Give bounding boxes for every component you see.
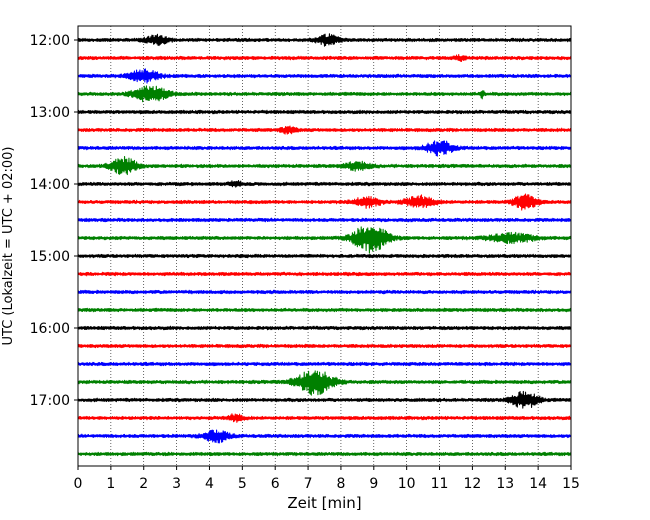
trace-1230: [77, 68, 572, 84]
trace-1445: [77, 226, 572, 254]
plot-frame: [77, 25, 572, 467]
y-tick-label: 15:00: [30, 249, 70, 265]
trace-1245: [77, 85, 572, 103]
trace-1630: [77, 361, 572, 367]
trace-1545: [77, 307, 572, 313]
trace-1645: [77, 370, 572, 396]
trace-1315: [77, 125, 572, 135]
trace-1615: [77, 343, 572, 349]
y-axis-label: UTC (Lokalzeit = UTC + 02:00): [1, 147, 16, 346]
trace-1300: [77, 109, 572, 115]
grid-lines: [110, 26, 539, 466]
x-tick-label: 9: [369, 476, 378, 492]
trace-1745: [77, 451, 572, 457]
x-tick-label: 7: [304, 476, 313, 492]
trace-1330: [77, 140, 572, 157]
y-tick-label: 12:00: [30, 33, 70, 49]
x-tick-label: 12: [463, 476, 481, 492]
trace-1200: [77, 33, 572, 47]
trace-1715: [77, 413, 572, 423]
trace-group: [77, 33, 572, 457]
trace-1500: [77, 253, 572, 259]
x-tick-label: 15: [562, 476, 580, 492]
x-tick-label: 4: [205, 476, 214, 492]
trace-1600: [77, 325, 572, 331]
trace-1515: [77, 271, 572, 277]
y-tick-label: 14:00: [30, 177, 70, 193]
trace-1730: [77, 429, 572, 444]
trace-1215: [77, 53, 572, 62]
trace-1430: [77, 217, 572, 223]
x-tick-label: 3: [172, 476, 181, 492]
trace-1530: [77, 289, 572, 295]
x-axis-label: Zeit [min]: [287, 494, 361, 512]
trace-1415: [77, 193, 572, 211]
y-tick-label: 17:00: [30, 393, 70, 409]
x-tick-label: 14: [529, 476, 547, 492]
y-tick-label: 13:00: [30, 105, 70, 121]
x-tick-label: 8: [336, 476, 345, 492]
x-tick-label: 11: [431, 476, 449, 492]
x-axis: 0 1 2 3 4 5 6 7 8 9 10 11 12 13 14 15: [74, 466, 580, 492]
x-tick-label: 10: [398, 476, 416, 492]
y-axis: 12:00 13:00 14:00 15:00 16:00 17:00: [30, 33, 78, 409]
trace-1345: [77, 155, 572, 176]
trace-1700: [77, 390, 572, 409]
x-tick-label: 6: [271, 476, 280, 492]
x-tick-label: 0: [74, 476, 83, 492]
trace-1400: [77, 179, 572, 188]
x-tick-label: 1: [106, 476, 115, 492]
y-tick-label: 16:00: [30, 321, 70, 337]
x-tick-label: 13: [496, 476, 514, 492]
x-tick-label: 5: [238, 476, 247, 492]
x-tick-label: 2: [139, 476, 148, 492]
